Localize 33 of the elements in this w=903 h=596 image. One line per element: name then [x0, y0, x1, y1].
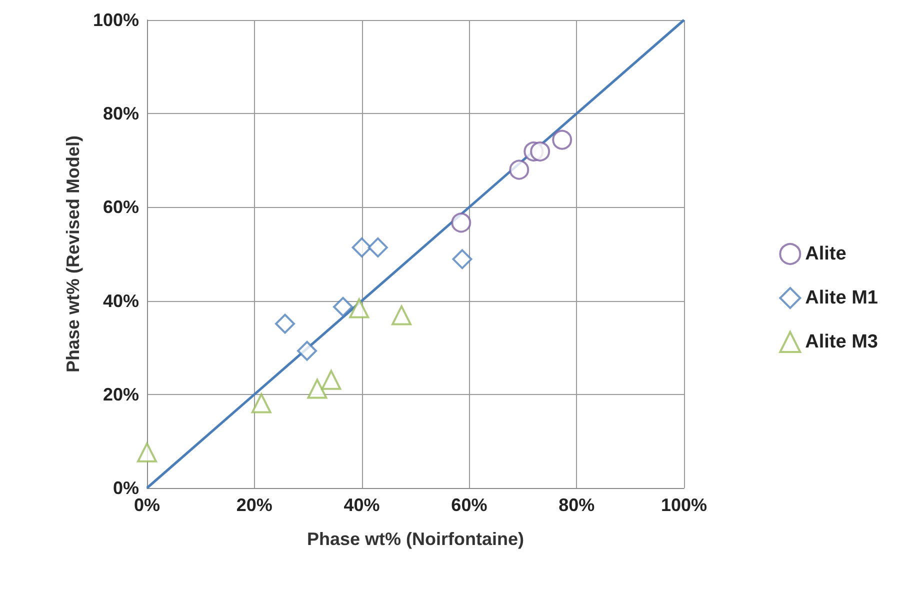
y-tick-label: 60% — [102, 197, 139, 218]
x-tick-label: 60% — [451, 495, 488, 515]
y-tick-label: 20% — [102, 384, 139, 404]
point — [368, 237, 388, 258]
point — [452, 249, 472, 270]
point — [321, 370, 342, 390]
legend-label: Alite — [805, 244, 846, 264]
x-tick-label: 0% — [134, 495, 160, 515]
y-tick-label: 100% — [92, 10, 139, 30]
x-tick-label: 20% — [236, 495, 272, 515]
y-tick-label: 0% — [112, 478, 139, 498]
point — [275, 314, 296, 334]
legend-label: Alite M3 — [805, 332, 878, 352]
point — [137, 442, 157, 462]
point — [349, 298, 370, 318]
point — [251, 393, 272, 414]
x-tick-label: 40% — [344, 495, 380, 515]
point — [552, 130, 572, 150]
x-tick-label: 80% — [558, 495, 595, 515]
x-tick-label: 100% — [660, 495, 708, 515]
legend-label: Alite M1 — [805, 288, 878, 308]
point — [451, 212, 472, 233]
point — [352, 237, 372, 258]
point — [392, 305, 412, 326]
point — [297, 340, 318, 361]
point — [307, 378, 328, 399]
y-tick-label: 40% — [102, 290, 139, 311]
y-tick-label: 80% — [102, 104, 139, 124]
point — [333, 296, 354, 317]
x-axis-title: Phase wt% (Noirfontaine) — [306, 529, 524, 549]
point — [509, 160, 530, 180]
point — [530, 142, 550, 162]
y-axis-title: Phase wt% (Revised Model) — [63, 135, 84, 373]
